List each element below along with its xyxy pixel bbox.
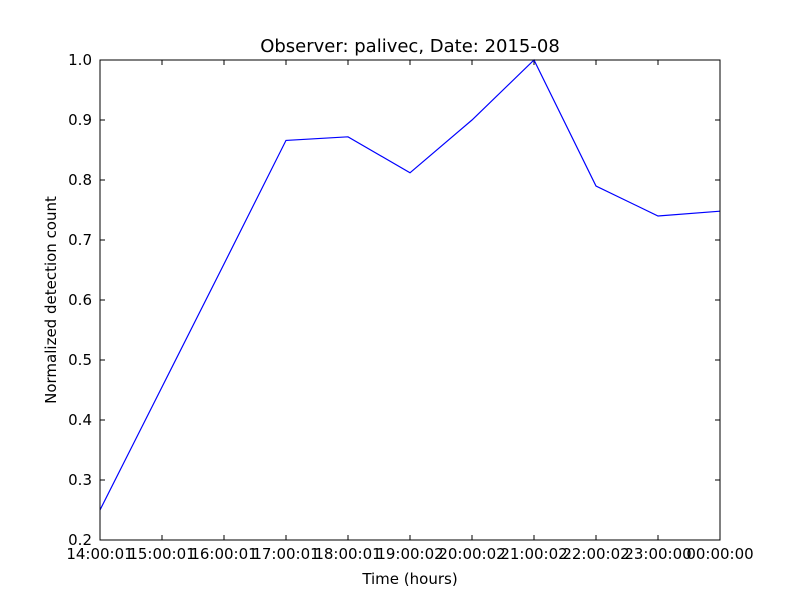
x-axis-title: Time (hours) bbox=[361, 570, 457, 588]
x-tick-label: 17:00:01 bbox=[252, 545, 319, 563]
series-line bbox=[99, 58, 721, 511]
x-tick-label: 15:00:01 bbox=[128, 545, 195, 563]
y-axis-title: Normalized detection count bbox=[42, 196, 60, 404]
x-tick-label: 20:00:02 bbox=[438, 545, 505, 563]
plot-area bbox=[100, 60, 720, 540]
plot-frame bbox=[99, 59, 721, 541]
x-tick-label: 21:00:02 bbox=[500, 545, 567, 563]
y-tick-label: 0.8 bbox=[68, 171, 92, 189]
y-tick-label: 0.6 bbox=[68, 291, 92, 309]
x-tick-label: 16:00:01 bbox=[190, 545, 257, 563]
y-tick-label: 0.9 bbox=[68, 111, 92, 129]
x-tick-label: 14:00:01 bbox=[66, 545, 133, 563]
tick-labels: 14:00:0115:00:0116:00:0117:00:0118:00:01… bbox=[66, 51, 753, 563]
x-tick-label: 19:00:02 bbox=[376, 545, 443, 563]
y-tick-label: 0.2 bbox=[68, 531, 92, 549]
x-tick-label: 18:00:01 bbox=[314, 545, 381, 563]
x-tick-label: 23:00:00 bbox=[624, 545, 691, 563]
y-tick-label: 0.4 bbox=[68, 411, 92, 429]
y-tick-label: 0.7 bbox=[68, 231, 92, 249]
x-tick-label: 22:00:02 bbox=[562, 545, 629, 563]
y-tick-label: 0.3 bbox=[68, 471, 92, 489]
y-tick-label: 1.0 bbox=[68, 51, 92, 69]
x-tick-label: 00:00:00 bbox=[686, 545, 753, 563]
y-tick-label: 0.5 bbox=[68, 351, 92, 369]
chart-title: Observer: palivec, Date: 2015-08 bbox=[260, 36, 560, 57]
